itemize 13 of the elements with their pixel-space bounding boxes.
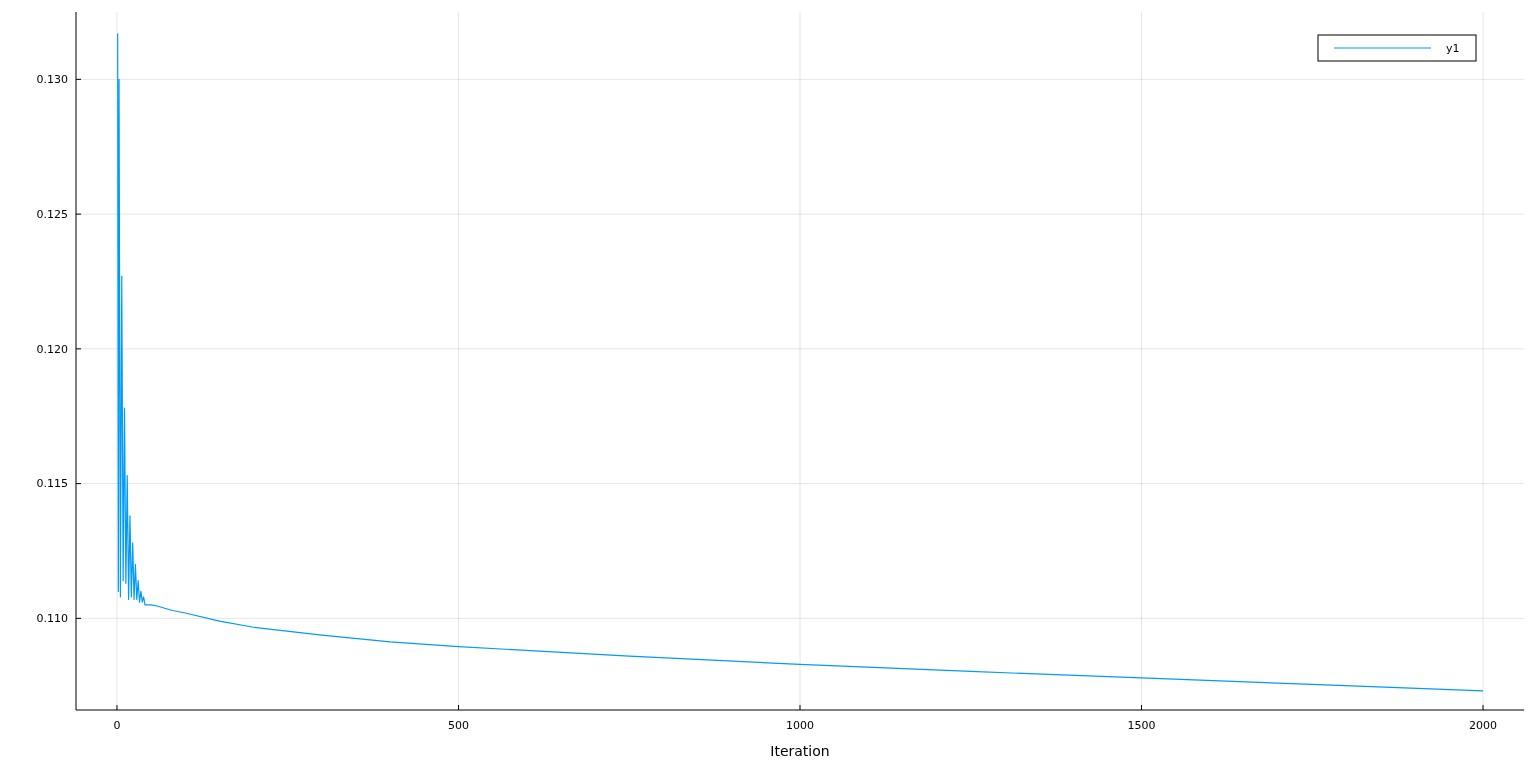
y-tick-label: 0.115: [36, 477, 68, 491]
y-tick-label: 0.120: [36, 342, 68, 356]
y-tick-label: 0.110: [36, 612, 68, 626]
x-tick-label: 1000: [786, 719, 814, 732]
y-tick-label: 0.130: [36, 73, 68, 87]
line-series: [117, 32, 1484, 692]
x-axis-title: Iteration: [770, 743, 830, 759]
y-tick-label: 0.125: [36, 207, 68, 221]
x-tick-label: 2000: [1469, 719, 1498, 732]
x-tick-label: 1500: [1127, 719, 1156, 732]
legend: y1: [1317, 34, 1477, 62]
x-tick-label: 500: [447, 719, 469, 732]
x-tick-label: 0: [113, 719, 121, 732]
